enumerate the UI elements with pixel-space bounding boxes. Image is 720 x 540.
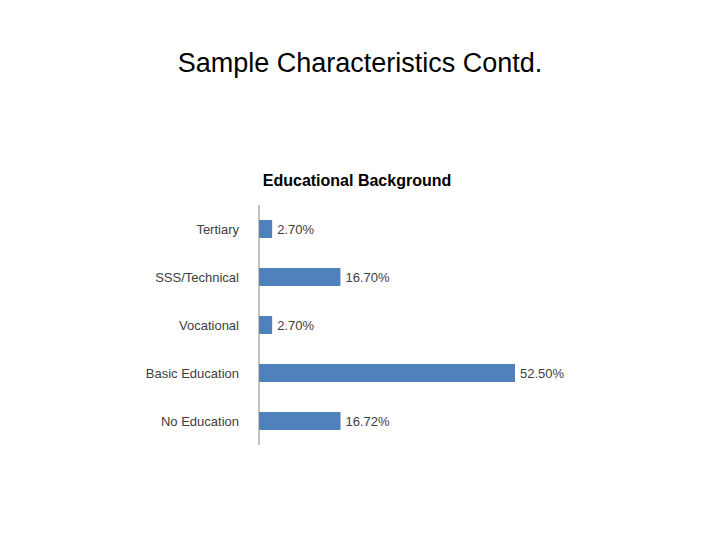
svg-text:Tertiary: Tertiary xyxy=(196,222,239,237)
html-text:Educational Background: Educational Background xyxy=(262,172,452,189)
svg-text:SSS/Technical: SSS/Technical xyxy=(155,270,239,285)
svg-text:2.70%: 2.70% xyxy=(277,318,314,333)
svg-text:16.72%: 16.72% xyxy=(346,414,391,429)
html-text:Sample Characteristics Contd.: Sample Characteristics Contd. xyxy=(177,48,543,78)
svg-text:52.50%: 52.50% xyxy=(520,366,565,381)
svg-text:Basic Education: Basic Education xyxy=(146,366,239,381)
svg-text:Vocational: Vocational xyxy=(179,318,239,333)
svg-text:16.70%: 16.70% xyxy=(345,270,390,285)
svg-text:No Education: No Education xyxy=(161,414,239,429)
svg-text:2.70%: 2.70% xyxy=(277,222,314,237)
